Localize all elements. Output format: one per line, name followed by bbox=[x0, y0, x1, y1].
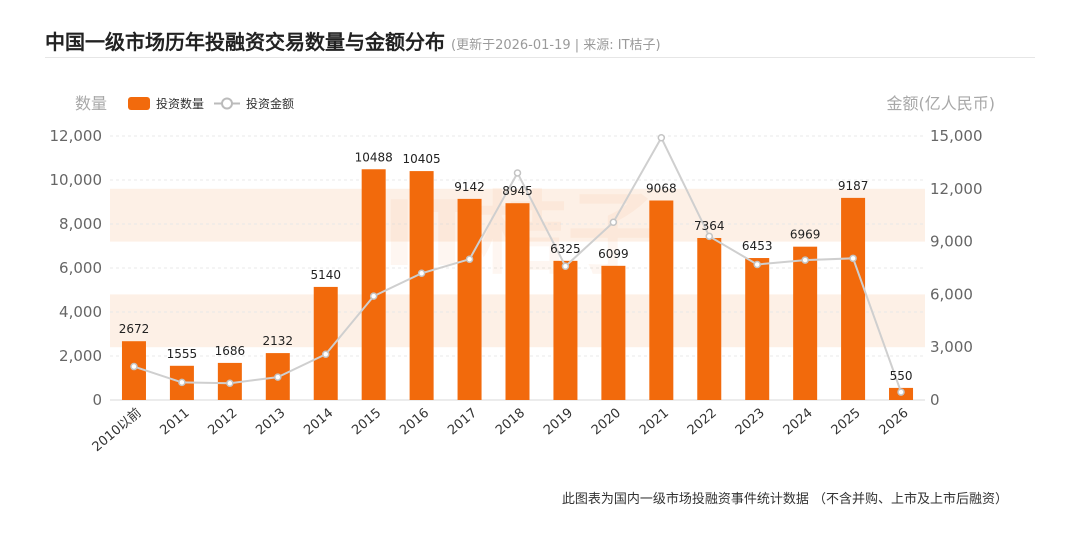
bar-value-label: 6325 bbox=[550, 242, 581, 256]
amount-point bbox=[705, 232, 714, 241]
bar bbox=[697, 237, 722, 400]
bar-value-label: 9068 bbox=[646, 182, 677, 196]
x-tick-label: 2011 bbox=[157, 406, 192, 439]
bar bbox=[841, 197, 866, 400]
y-tick-label: 8,000 bbox=[59, 215, 102, 233]
y-tick-label: 12,000 bbox=[50, 127, 103, 145]
bar-value-label: 2672 bbox=[119, 322, 150, 336]
amount-point bbox=[369, 292, 378, 300]
bar-value-label: 7364 bbox=[694, 219, 725, 233]
chart-title: 中国一级市场历年投融资交易数量与金额分布 bbox=[45, 30, 445, 54]
amount-point bbox=[609, 218, 618, 226]
footnote: 此图表为国内一级市场投融资事件统计数据 （不含并购、上市及上市后融资） bbox=[561, 492, 1008, 507]
x-tick-label: 2022 bbox=[685, 406, 720, 439]
bar-value-label: 6453 bbox=[742, 239, 773, 253]
amount-point bbox=[417, 269, 426, 278]
x-tick-label: 2023 bbox=[733, 406, 768, 439]
bar-value-label: 1686 bbox=[215, 344, 246, 358]
y-tick-label: 10,000 bbox=[50, 171, 103, 189]
y2-tick-label: 3,000 bbox=[930, 338, 973, 356]
legend-line-label: 投资金额 bbox=[246, 96, 294, 111]
y2-tick-label: 12,000 bbox=[930, 180, 983, 198]
y2-tick-label: 6,000 bbox=[930, 285, 973, 303]
amount-point bbox=[465, 255, 474, 263]
y2-axis-title: 金额(亿人民币) bbox=[887, 94, 996, 113]
x-tick-label: 2017 bbox=[445, 406, 480, 439]
bar-value-label: 6099 bbox=[598, 247, 629, 261]
x-tick-label: 2021 bbox=[637, 406, 672, 439]
amount-point bbox=[274, 373, 282, 381]
bar bbox=[457, 198, 482, 400]
x-tick-label: 2019 bbox=[541, 406, 576, 439]
bar bbox=[553, 260, 578, 400]
bar-value-label: 550 bbox=[890, 369, 913, 383]
bar-value-label: 5140 bbox=[310, 268, 341, 282]
bar bbox=[505, 203, 530, 400]
y-axis-title: 数量 bbox=[75, 94, 107, 113]
chart-subtitle: (更新于2026-01-19 | 来源: IT桔子) bbox=[451, 38, 661, 53]
x-tick-label: 2013 bbox=[253, 406, 288, 439]
amount-point bbox=[561, 262, 570, 270]
bar bbox=[409, 171, 434, 400]
bar-value-label: 9187 bbox=[838, 179, 869, 193]
combo-chart: IT桔子02,0004,0006,0008,00010,00012,00003,… bbox=[50, 94, 996, 455]
bar bbox=[793, 246, 818, 400]
legend-bar-swatch bbox=[128, 97, 150, 110]
x-tick-label: 2010以前 bbox=[89, 405, 145, 455]
bar-value-label: 6969 bbox=[790, 228, 821, 242]
amount-point bbox=[513, 169, 522, 177]
x-tick-label: 2015 bbox=[349, 406, 384, 439]
amount-point bbox=[753, 260, 761, 269]
x-tick-label: 2024 bbox=[781, 406, 816, 439]
amount-point bbox=[226, 379, 234, 388]
y2-tick-label: 9,000 bbox=[930, 233, 973, 251]
bar-value-label: 1555 bbox=[167, 347, 198, 361]
bar bbox=[361, 169, 386, 400]
bar bbox=[121, 341, 146, 400]
amount-point bbox=[130, 362, 138, 371]
chart-header: 中国一级市场历年投融资交易数量与金额分布 (更新于2026-01-19 | 来源… bbox=[45, 26, 661, 54]
bar-value-label: 9142 bbox=[454, 180, 485, 194]
amount-point bbox=[321, 350, 330, 358]
bar bbox=[601, 265, 626, 400]
x-tick-label: 2020 bbox=[589, 406, 624, 439]
x-tick-label: 2025 bbox=[829, 406, 864, 439]
bar-value-label: 8945 bbox=[502, 184, 533, 198]
x-tick-label: 2012 bbox=[205, 406, 240, 439]
x-tick-label: 2018 bbox=[493, 406, 528, 439]
bar-value-label: 10488 bbox=[355, 150, 393, 164]
amount-point bbox=[897, 388, 905, 396]
amount-point bbox=[801, 256, 809, 264]
bar-value-label: 2132 bbox=[263, 334, 294, 348]
bar bbox=[649, 200, 674, 400]
y-tick-label: 4,000 bbox=[59, 303, 102, 321]
x-tick-label: 2026 bbox=[877, 406, 912, 439]
legend-line-marker bbox=[221, 97, 233, 110]
y-tick-label: 2,000 bbox=[59, 347, 102, 365]
x-tick-label: 2014 bbox=[301, 406, 336, 439]
header-divider bbox=[45, 57, 1035, 58]
x-tick-label: 2016 bbox=[397, 406, 432, 439]
bar bbox=[745, 258, 770, 400]
y-tick-label: 0 bbox=[92, 391, 102, 409]
y2-tick-label: 0 bbox=[930, 391, 940, 409]
amount-point bbox=[849, 254, 857, 263]
bar-value-label: 10405 bbox=[403, 152, 441, 166]
y-tick-label: 6,000 bbox=[59, 259, 102, 277]
y2-tick-label: 15,000 bbox=[930, 127, 983, 145]
amount-point bbox=[178, 378, 186, 387]
legend-bar-label: 投资数量 bbox=[156, 96, 204, 111]
amount-point bbox=[657, 134, 666, 142]
